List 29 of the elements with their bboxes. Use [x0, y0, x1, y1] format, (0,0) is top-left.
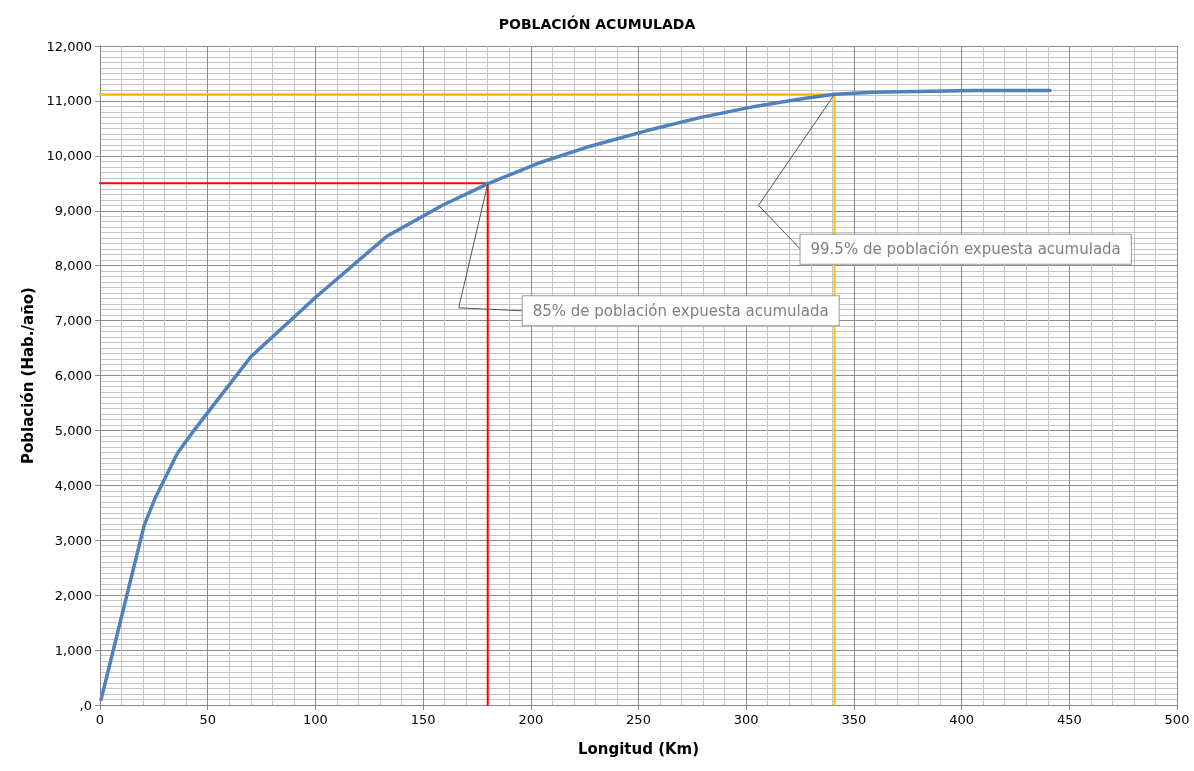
x-tick-label: 150 [410, 712, 436, 727]
x-tick-label: 300 [733, 712, 759, 727]
y-tick-label: 4,000 [54, 477, 92, 493]
x-tick-label: 0 [95, 712, 105, 727]
y-tick-label: ,0 [79, 697, 92, 713]
x-tick-label: 450 [1056, 712, 1082, 727]
annotation: 85% de población expuesta acumulada [532, 301, 829, 320]
x-tick-label: 100 [302, 712, 328, 727]
x-tick-label: 400 [949, 712, 975, 727]
y-tick-label: 8,000 [54, 258, 92, 274]
x-tick-label: 350 [841, 712, 867, 727]
chart-title: POBLACIÓN ACUMULADA [498, 15, 696, 32]
x-tick-label: 250 [626, 712, 651, 727]
y-tick-label: 6,000 [54, 368, 92, 383]
y-tick-label: 5,000 [54, 422, 92, 438]
x-axis-title: Longitud (Km) [577, 739, 700, 758]
x-tick-label: 200 [518, 712, 544, 727]
x-tick-label: 50 [199, 712, 216, 727]
annotation: 99.5% de población expuesta acumulada [810, 240, 1121, 259]
y-tick-label: 12,000 [46, 38, 92, 54]
y-tick-label: 2,000 [54, 587, 92, 603]
x-tick-label: 500 [1164, 712, 1190, 727]
y-tick-label: 11,000 [46, 93, 92, 109]
y-tick-label: 10,000 [46, 148, 92, 164]
y-tick-label: 9,000 [54, 203, 92, 219]
y-axis-title: Población (Hab./año) [19, 287, 38, 464]
y-tick-label: 7,000 [54, 313, 92, 329]
y-tick-label: 1,000 [54, 642, 92, 658]
y-tick-label: 3,000 [54, 532, 92, 548]
